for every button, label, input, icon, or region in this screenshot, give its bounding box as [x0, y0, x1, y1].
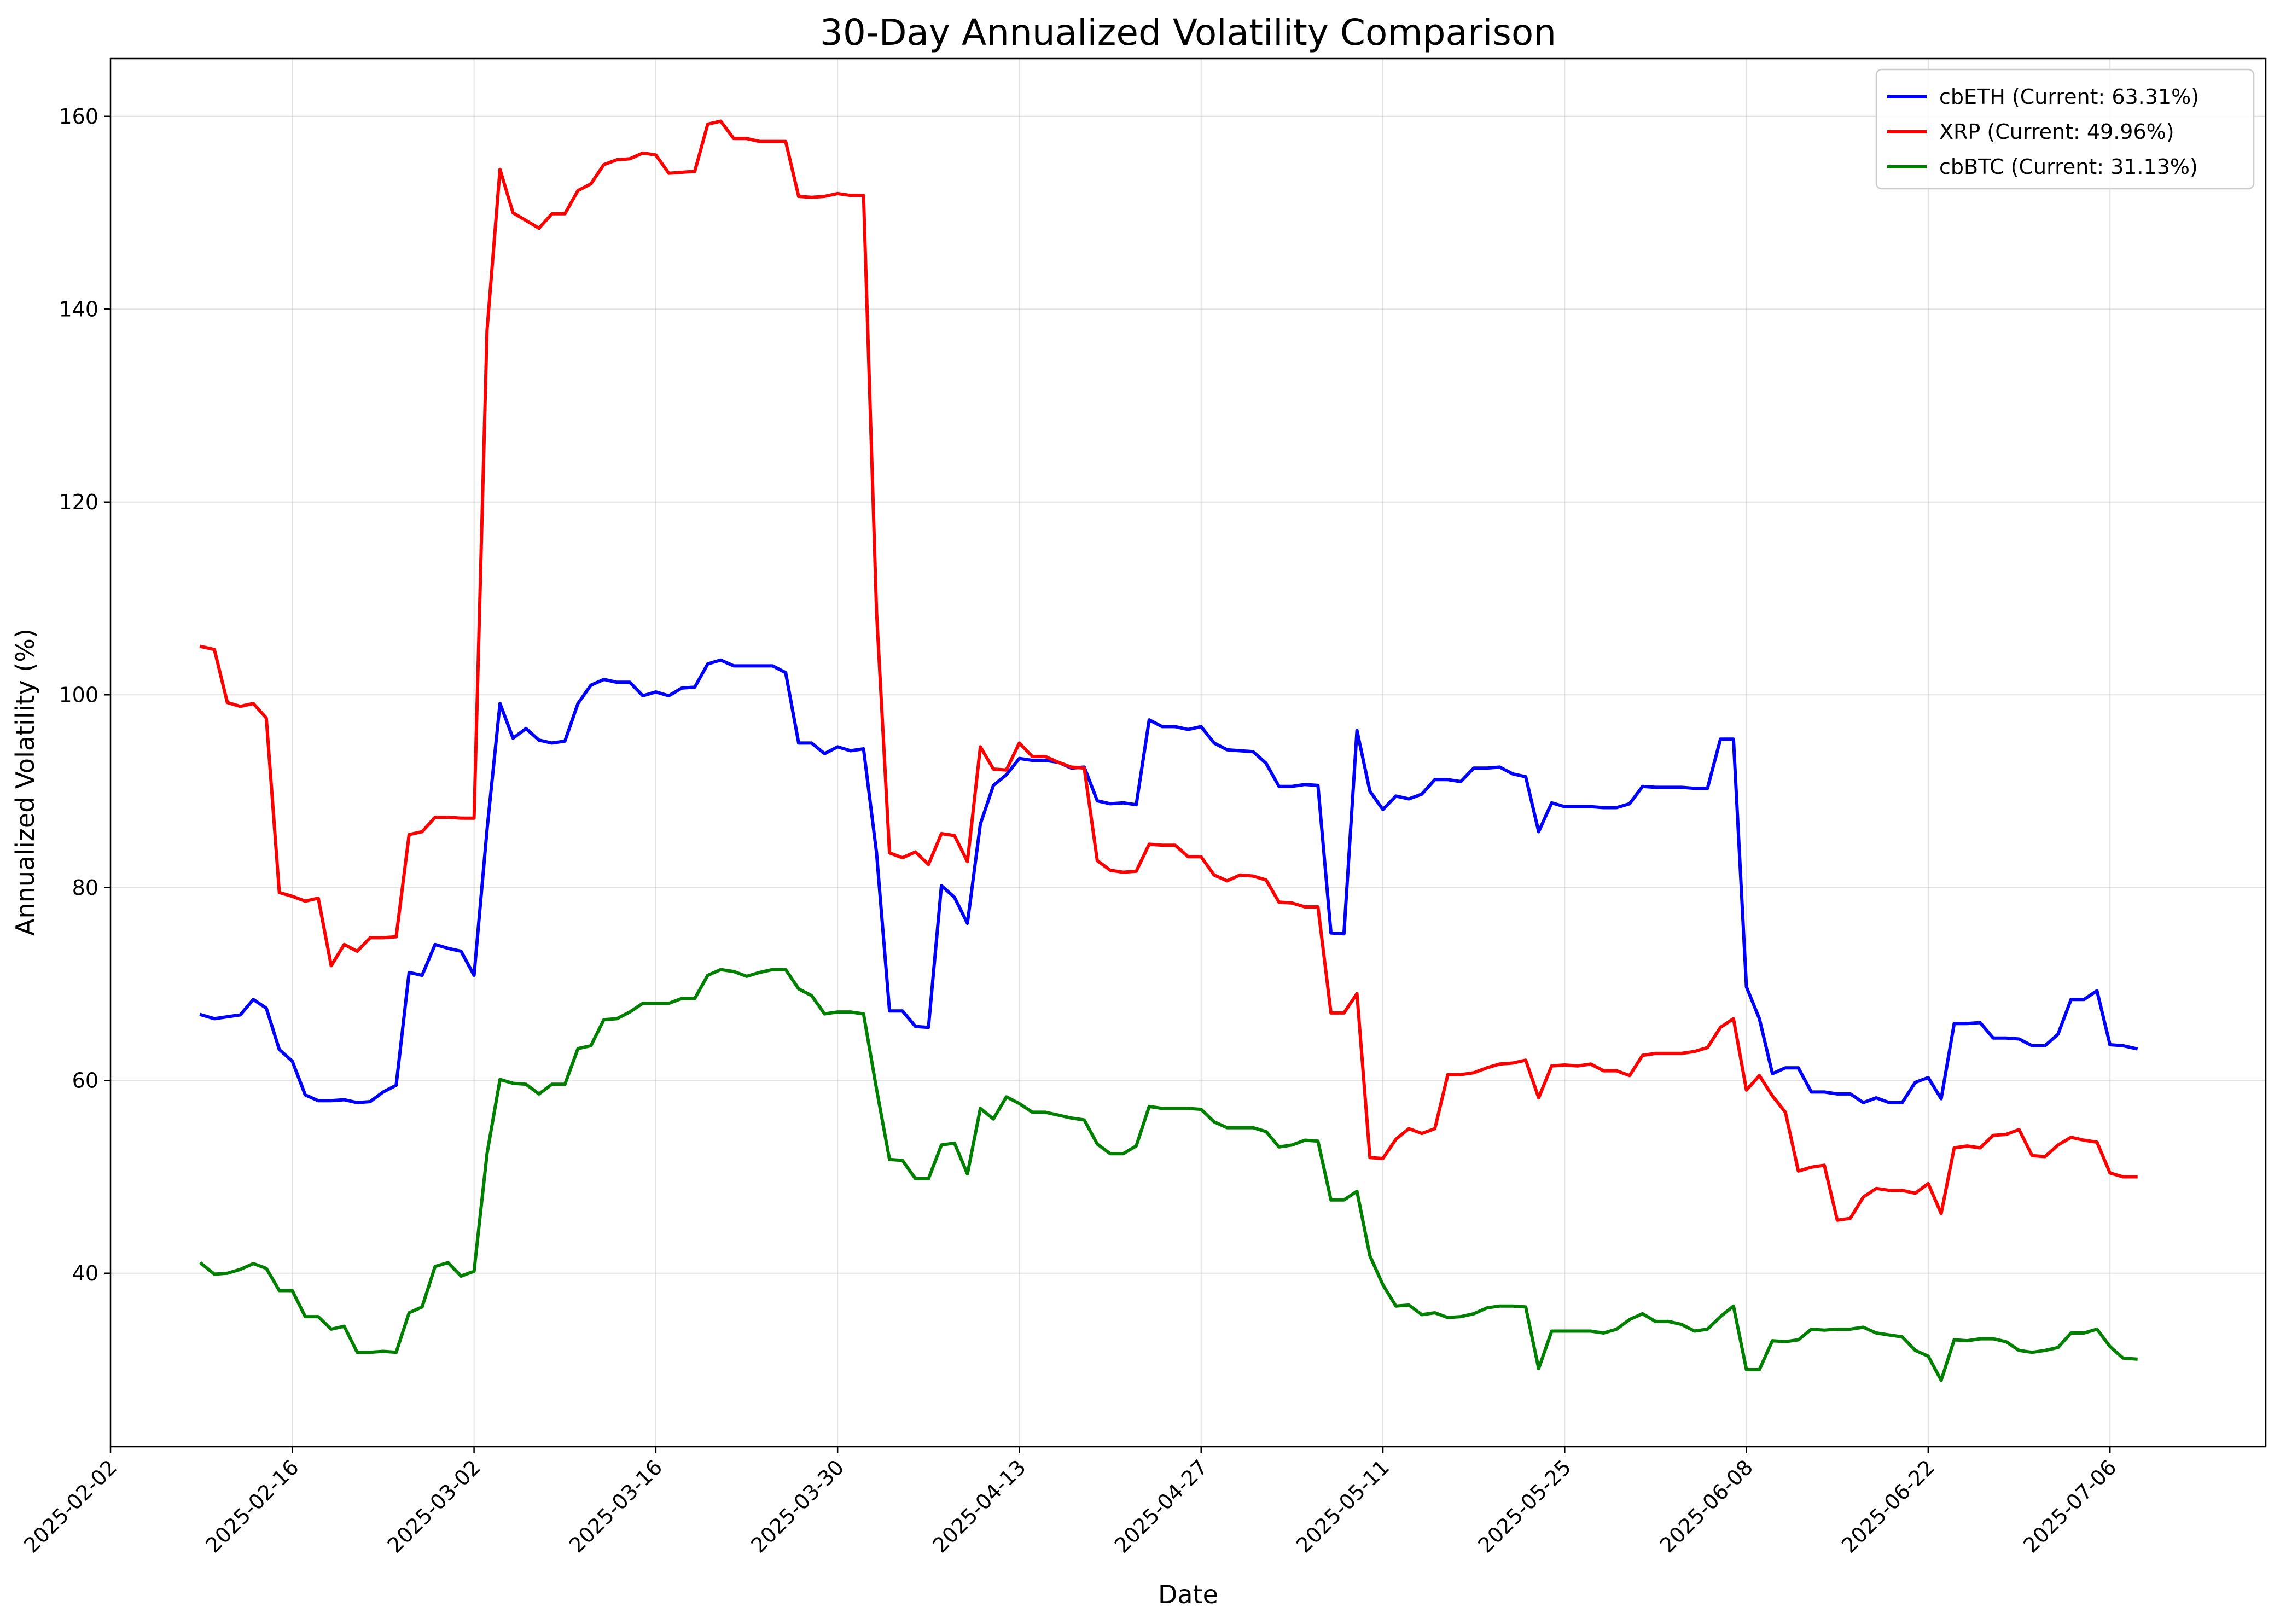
- y-tick-label: 80: [72, 876, 98, 900]
- x-tick-label: 2025-07-06: [2019, 1455, 2121, 1557]
- x-tick-label: 2025-02-16: [201, 1455, 303, 1557]
- x-tick-label: 2025-02-02: [19, 1455, 121, 1557]
- y-tick-label: 60: [72, 1068, 98, 1092]
- y-tick-label: 120: [59, 490, 98, 514]
- legend-entry-label: cbBTC (Current: 31.13%): [1939, 155, 2198, 179]
- y-tick-label: 140: [59, 297, 98, 321]
- x-tick-label: 2025-03-02: [383, 1455, 485, 1557]
- legend-box: [1875, 68, 2255, 190]
- legend-entry-label: cbETH (Current: 63.31%): [1939, 85, 2199, 109]
- x-tick-label: 2025-03-30: [746, 1455, 848, 1557]
- y-tick-label: 160: [59, 104, 98, 129]
- series-line-0: [199, 658, 2138, 1104]
- y-tick-label: 100: [59, 683, 98, 707]
- series-lines: [199, 119, 2138, 1382]
- x-tick-label: 2025-03-16: [565, 1455, 667, 1557]
- plot-frame: [109, 57, 2267, 1448]
- y-axis-label: Annualized Volatility (%): [10, 628, 40, 936]
- x-tick-label: 2025-04-27: [1110, 1455, 1212, 1557]
- legend: cbETH (Current: 63.31%) XRP (Current: 49.…: [1875, 68, 2255, 190]
- legend-entry-label: XRP (Current: 49.96%): [1939, 120, 2174, 144]
- x-tick-label: 2025-06-08: [1655, 1455, 1758, 1557]
- grid-lines: [110, 59, 2266, 1447]
- x-axis-label: Date: [1158, 1580, 1218, 1609]
- y-tick-label: 40: [72, 1261, 98, 1285]
- x-tick-label: 2025-05-11: [1292, 1455, 1394, 1557]
- series-line-2: [199, 968, 2138, 1382]
- x-tick-label: 2025-04-13: [928, 1455, 1031, 1557]
- chart-title: 30-Day Annualized Volatility Comparison: [820, 11, 1556, 54]
- x-tick-label: 2025-06-22: [1837, 1455, 1939, 1557]
- series-line-1: [199, 119, 2138, 1222]
- x-tick-label: 2025-05-25: [1473, 1455, 1575, 1557]
- axes: 40 60 80 100 120 140 160 2025-02-02 2025-02-16 20…: [19, 57, 2267, 1558]
